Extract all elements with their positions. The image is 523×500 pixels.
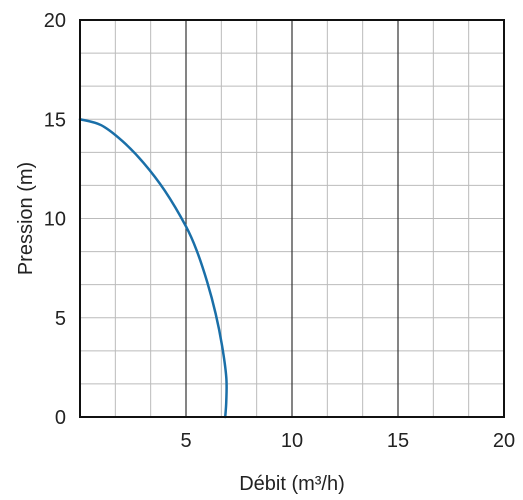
curve-layer (78, 118, 228, 419)
x-tick-label: 5 (180, 430, 191, 452)
x-tick-label: 15 (387, 430, 409, 452)
major-grid (185, 20, 399, 417)
y-tick-label: 15 (44, 109, 66, 131)
x-tick-label: 20 (493, 430, 515, 452)
y-tick-label: 0 (55, 407, 66, 429)
y-tick-label: 20 (44, 10, 66, 32)
y-tick-label: 10 (44, 209, 66, 231)
y-tick-labels: 0 5 10 15 20 (44, 10, 66, 429)
y-axis-label: Pression (m) (15, 162, 37, 275)
plot-frame (79, 19, 505, 418)
x-tick-label: 10 (281, 430, 303, 452)
y-tick-label: 5 (55, 308, 66, 330)
x-axis-label: Débit (m³/h) (239, 473, 345, 495)
x-tick-labels: 5 10 15 20 (180, 430, 515, 452)
pressure-flow-curve (78, 118, 228, 419)
